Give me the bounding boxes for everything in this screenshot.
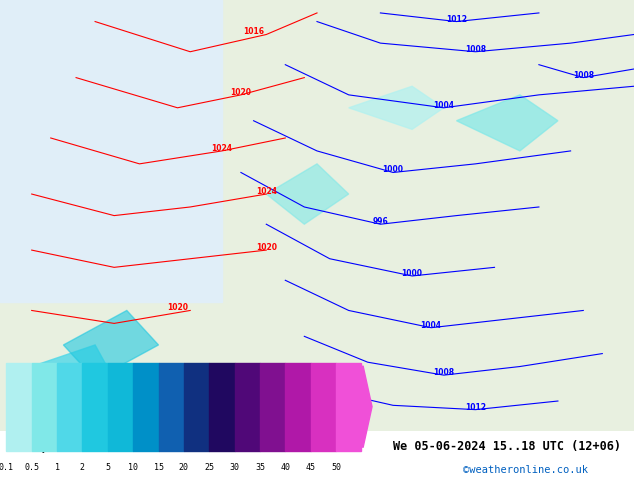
Text: 1020: 1020 [256,243,277,252]
Polygon shape [456,95,558,151]
Text: 1024: 1024 [256,187,277,196]
Text: 996: 996 [373,217,388,226]
Text: 10: 10 [128,463,138,471]
Text: 5: 5 [105,463,110,471]
Bar [82,363,108,451]
Text: 1008: 1008 [465,45,486,54]
Text: 30: 30 [230,463,240,471]
Polygon shape [32,345,114,397]
Text: 2: 2 [80,463,85,471]
Bar [6,363,32,451]
Text: 1020: 1020 [230,88,252,97]
Text: 25: 25 [204,463,214,471]
Text: 1012: 1012 [446,15,467,24]
Text: 1004: 1004 [420,321,442,330]
Bar [285,363,311,451]
Text: 1000: 1000 [382,166,404,174]
Bar [108,363,133,451]
Polygon shape [266,164,349,224]
Text: 1008: 1008 [573,71,594,79]
FancyArrow shape [361,367,372,447]
Text: Precipitation [mm] ECMWF: Precipitation [mm] ECMWF [6,440,178,453]
Bar [184,363,209,451]
Text: 1012: 1012 [465,403,486,412]
Polygon shape [0,0,222,302]
Text: 1024: 1024 [211,144,233,153]
Polygon shape [63,311,158,379]
Text: 20: 20 [179,463,189,471]
Text: 45: 45 [306,463,316,471]
Bar [133,363,158,451]
Polygon shape [349,86,444,129]
Text: 1016: 1016 [116,364,138,373]
Bar [32,363,57,451]
Text: We 05-06-2024 15..18 UTC (12+06): We 05-06-2024 15..18 UTC (12+06) [393,440,621,453]
Bar [336,363,361,451]
Text: 1: 1 [55,463,60,471]
Bar [311,363,336,451]
Text: 0.1: 0.1 [0,463,14,471]
Text: 0.5: 0.5 [24,463,39,471]
Text: 1008: 1008 [433,368,455,377]
Bar [235,363,260,451]
Text: ©weatheronline.co.uk: ©weatheronline.co.uk [463,466,588,475]
Text: 1016: 1016 [243,27,264,36]
Text: 35: 35 [255,463,265,471]
Text: 50: 50 [331,463,341,471]
Text: 1000: 1000 [401,269,423,278]
Bar [209,363,235,451]
Text: 40: 40 [280,463,290,471]
Bar [158,363,184,451]
Bar [260,363,285,451]
Text: 15: 15 [153,463,164,471]
Bar [57,363,82,451]
Text: 1004: 1004 [433,101,455,110]
Text: 1020: 1020 [167,303,188,313]
